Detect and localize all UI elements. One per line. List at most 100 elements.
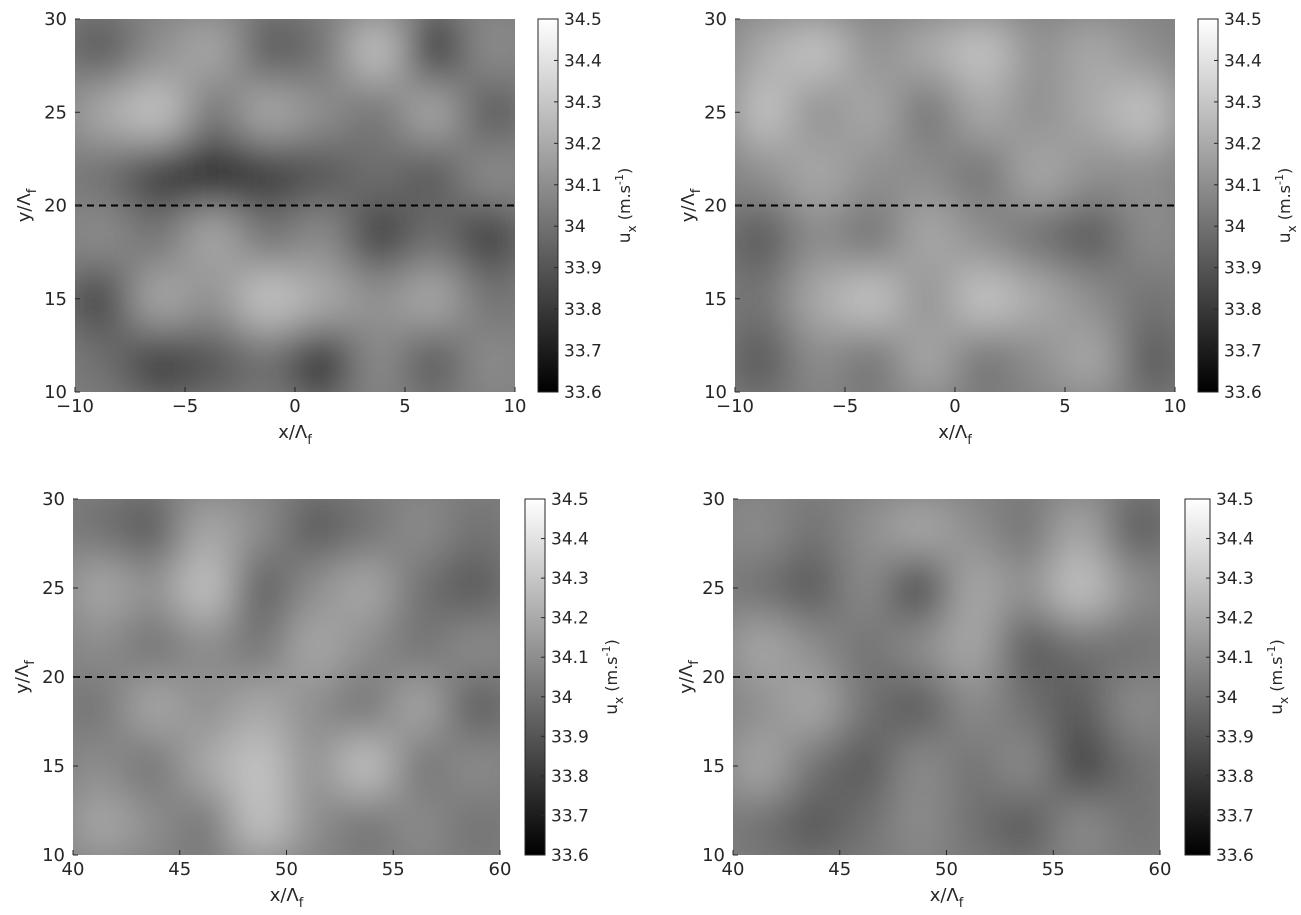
y-tick-label: 15 xyxy=(704,289,727,310)
x-tick-label: 10 xyxy=(1164,396,1187,417)
heatmap-cell xyxy=(839,736,894,797)
heatmap-cell xyxy=(955,81,1011,144)
heatmap-cell xyxy=(286,736,341,797)
heatmap-cell xyxy=(790,81,846,144)
heatmap-cell xyxy=(339,617,394,678)
heatmap-cell xyxy=(130,19,186,82)
heatmap-cell xyxy=(955,143,1011,206)
heatmap-cell xyxy=(350,143,406,206)
heatmap-cell xyxy=(955,267,1011,331)
colorbar-label: ux (m.s-1) xyxy=(600,639,626,714)
heatmap-cell xyxy=(446,617,500,678)
y-axis-label-sub: f xyxy=(689,188,704,193)
heatmap-cell xyxy=(233,499,287,559)
heatmap-cell xyxy=(179,499,234,559)
heatmap-cell xyxy=(446,558,500,619)
heatmap-cell xyxy=(1053,736,1108,797)
heatmap-cell xyxy=(75,81,131,144)
x-axis-label: x/Λf xyxy=(938,422,972,448)
x-tick-label: 5 xyxy=(1059,396,1070,417)
heatmap-cell xyxy=(839,499,894,559)
y-tick-label: 25 xyxy=(704,102,727,123)
heatmap-cell xyxy=(126,558,181,619)
heatmap-cell xyxy=(446,677,500,737)
colorbar-label-base: u xyxy=(1275,232,1295,243)
colorbar-label-sub: x xyxy=(625,225,639,232)
heatmap-cell xyxy=(185,81,241,144)
heatmap-cell xyxy=(1065,267,1121,331)
y-axis-label-main: y/Λ xyxy=(676,664,697,694)
heatmap-cell xyxy=(130,205,186,269)
heatmap-cell xyxy=(900,19,956,82)
colorbar-tick-label: 33.6 xyxy=(551,846,589,866)
heatmap-cell xyxy=(295,143,351,206)
x-axis-label-sub: f xyxy=(967,433,972,448)
heatmap-cell xyxy=(286,677,341,737)
x-tick-label: 0 xyxy=(289,396,300,417)
heatmap-cell xyxy=(735,205,791,269)
heatmap-cell xyxy=(845,19,901,82)
colorbar-tick-label: 33.8 xyxy=(1216,767,1254,787)
heatmap-cell xyxy=(900,143,956,206)
x-tick-label: −10 xyxy=(56,396,94,417)
heatmap-cell xyxy=(405,267,461,331)
heatmap-cell xyxy=(126,617,181,678)
colorbar-label-sup: -1 xyxy=(600,646,613,657)
heatmap-cell xyxy=(1106,617,1160,678)
x-tick-label: 5 xyxy=(399,396,410,417)
heatmap-cell xyxy=(1010,205,1066,269)
colorbar-label: ux (m.s-1) xyxy=(1273,168,1299,243)
colorbar-tick-label: 34 xyxy=(551,688,573,708)
heatmap-cell xyxy=(839,677,894,737)
heatmap-cell xyxy=(955,329,1011,392)
x-axis-label-main: x/Λ xyxy=(930,885,960,906)
heatmap-cell xyxy=(233,736,287,797)
heatmap-cell xyxy=(845,143,901,206)
heatmap-cell xyxy=(295,267,351,331)
colorbar-tick-label: 34.2 xyxy=(551,609,589,629)
heatmap-cell xyxy=(1010,329,1066,392)
heatmap-cell xyxy=(393,736,448,797)
heatmap-cell xyxy=(999,499,1054,559)
colorbar-tick-label: 34.1 xyxy=(551,648,589,668)
colorbar-tick-label: 34.5 xyxy=(551,490,589,510)
y-tick-label: 10 xyxy=(702,845,725,866)
heatmap-cell xyxy=(339,795,394,855)
heatmap-cell xyxy=(786,677,841,737)
heatmap-cell xyxy=(1053,677,1108,737)
colorbar-tick-label: 34.3 xyxy=(1216,569,1254,589)
x-tick-label: 0 xyxy=(949,396,960,417)
colorbar-tick-label: 33.8 xyxy=(551,767,589,787)
heatmap-cell xyxy=(73,499,127,559)
heatmap-cells xyxy=(75,19,515,392)
x-tick-label: 55 xyxy=(1042,859,1065,880)
heatmap-cell xyxy=(893,795,947,855)
heatmap-cell xyxy=(1120,81,1175,144)
colorbar-tick-label: 34 xyxy=(1224,217,1246,237)
y-tick-label: 30 xyxy=(702,489,725,510)
colorbar-tick-label: 33.9 xyxy=(564,259,602,279)
x-tick-label: 60 xyxy=(1149,859,1172,880)
heatmap-cell xyxy=(405,19,461,82)
heatmap-cell xyxy=(1010,143,1066,206)
y-tick-label: 30 xyxy=(42,489,65,510)
heatmap-cell xyxy=(790,19,846,82)
heatmap-cell xyxy=(955,205,1011,269)
heatmap-cell xyxy=(786,499,841,559)
heatmap-cell xyxy=(900,329,956,392)
heatmap-cell xyxy=(1120,205,1175,269)
heatmap-cell xyxy=(233,617,287,678)
heatmap-cell xyxy=(733,558,787,619)
colorbar-label-unit: (m.s xyxy=(1275,185,1294,225)
colorbar: 33.6 33.7 33.8 33.9 34 34.1 34.2 34.3 34.4 34.5 ux… xyxy=(524,490,626,866)
heatmap xyxy=(733,499,1160,855)
heatmap xyxy=(73,499,500,855)
heatmap-cell xyxy=(393,677,448,737)
heatmap-cell xyxy=(1065,329,1121,392)
colorbar-tick-label: 34.4 xyxy=(1224,51,1262,71)
heatmap-cell xyxy=(845,205,901,269)
heatmap-cell xyxy=(446,736,500,797)
heatmap-cell xyxy=(1065,143,1121,206)
heatmap-cell xyxy=(1120,143,1175,206)
